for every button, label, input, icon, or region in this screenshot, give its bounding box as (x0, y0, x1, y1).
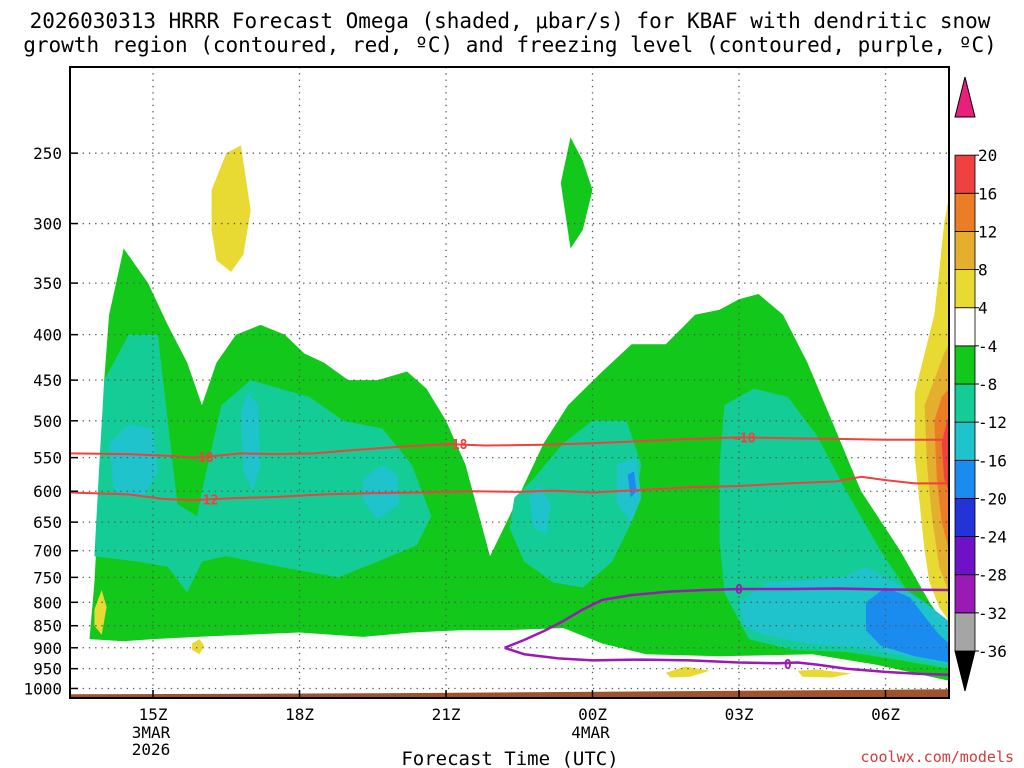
colorbar-swatch-13 (954, 154, 976, 194)
y-tick-label-700: 700 (33, 542, 62, 561)
omega-region-21 (941, 413, 949, 492)
y-tick-label-450: 450 (33, 371, 62, 390)
colorbar-swatch-1 (954, 612, 976, 652)
x-tick-sublabel-3-0: 4MAR (571, 723, 610, 742)
colorbar-label-0: -36 (978, 642, 1007, 661)
y-tick-label-350: 350 (33, 274, 62, 293)
dgz-contour-label-1-0: -12 (195, 493, 218, 508)
y-tick-label-750: 750 (33, 568, 62, 587)
colorbar-label-3: -24 (978, 528, 1007, 547)
colorbar-min-arrow (954, 650, 976, 692)
chart-title-line-1: 2026030313 HRRR Forecast Omega (shaded, … (30, 9, 991, 33)
x-axis-label: Forecast Time (UTC) (401, 748, 618, 768)
colorbar-swatch-2 (954, 574, 976, 614)
y-tick-label-1000: 1000 (23, 679, 62, 698)
y-axis: 250 300 350 400 450 500 550 600 650 700 750 800 850 9… (23, 144, 78, 698)
y-tick-label-400: 400 (33, 326, 62, 345)
colorbar-swatch-9 (954, 307, 976, 347)
y-tick-label-600: 600 (33, 482, 62, 501)
colorbar-label-10: 8 (978, 261, 988, 280)
y-tick-label-800: 800 (33, 593, 62, 612)
x-tick-label-5: 06Z (871, 705, 900, 724)
freezing-level-contours: 00 (504, 583, 949, 676)
plot-frame (69, 66, 950, 699)
y-tick-label-850: 850 (33, 617, 62, 636)
omega-shading (89, 137, 949, 681)
omega-region-3 (509, 420, 642, 588)
omega-region-12 (866, 587, 949, 663)
colorbar-label-5: -16 (978, 451, 1007, 470)
omega-region-16 (665, 666, 710, 678)
x-tick-label-2: 21Z (432, 705, 461, 724)
y-tick-label-950: 950 (33, 660, 62, 679)
ground-band (70, 689, 949, 698)
dgz-contour-label-0-0: -18 (190, 451, 214, 466)
colorbar-label-12: 16 (978, 184, 997, 203)
dgz-contour-label-0-1: -18 (444, 438, 468, 453)
colorbar-label-9: 4 (978, 299, 988, 318)
colorbar-label-1: -32 (978, 604, 1007, 623)
y-tick-label-300: 300 (33, 215, 62, 234)
x-tick-sublabel-0-0: 3MAR (132, 723, 171, 742)
omega-region-13 (211, 145, 251, 272)
dendritic-growth-contours: -18 -18 -18 -12 (70, 431, 949, 508)
x-tick-label-3: 00Z (578, 705, 607, 724)
colorbar-label-13: 20 (978, 146, 997, 165)
dgz-contour-line-0 (70, 436, 949, 459)
colorbar-label-7: -8 (978, 375, 997, 394)
omega-region-7 (363, 464, 400, 520)
ground-surface (70, 689, 949, 698)
colorbar-swatch-12 (954, 192, 976, 232)
colorbar-label-8: -4 (978, 337, 997, 356)
omega-region-1 (560, 137, 593, 249)
gridlines (70, 67, 949, 698)
colorbar-swatch-8 (954, 345, 976, 385)
colorbar-label-11: 12 (978, 222, 997, 241)
colorbar-swatch-4 (954, 498, 976, 537)
freezing-contour-line-1 (504, 646, 949, 676)
colorbar-swatch-7 (954, 383, 976, 423)
omega-region-15 (192, 639, 205, 655)
omega-region-6 (240, 392, 261, 492)
colorbar-swatch-3 (954, 536, 976, 576)
colorbar-label-2: -28 (978, 566, 1007, 585)
x-tick-sublabel-0-1: 2026 (132, 740, 171, 759)
x-tick-label-0: 15Z (139, 705, 168, 724)
dgz-contour-line-1 (70, 475, 949, 502)
freezing-contour-line-0 (504, 587, 949, 649)
y-tick-label-550: 550 (33, 449, 62, 468)
source-credit: coolwx.com/models (860, 748, 1014, 766)
omega-region-14 (94, 590, 107, 635)
y-tick-label-500: 500 (33, 412, 62, 431)
colorbar-max-arrow (954, 76, 976, 118)
colorbar-swatch-11 (954, 231, 976, 270)
dgz-contour-label-0-2: -18 (732, 431, 756, 446)
colorbar-swatch-5 (954, 459, 976, 499)
colorbar-label-6: -12 (978, 413, 1007, 432)
omega-region-5 (109, 424, 158, 498)
y-tick-label-900: 900 (33, 639, 62, 658)
y-tick-label-250: 250 (33, 144, 62, 163)
chart-title-line-2: growth region (contoured, red, ºC) and f… (23, 33, 997, 57)
freezing-contour-label-0-0: 0 (735, 583, 743, 598)
y-tick-label-650: 650 (33, 513, 62, 532)
x-tick-label-1: 18Z (285, 705, 314, 724)
omega-region-8 (529, 484, 551, 534)
colorbar-label-4: -20 (978, 489, 1007, 508)
freezing-contour-label-1-0: 0 (784, 658, 792, 673)
colorbar-legend: -36 -32 -28 -24 -20 -16 -12 -8 -4 4 8 12 16 20 (954, 76, 1007, 692)
colorbar-swatch-10 (954, 269, 976, 309)
colorbar-swatch-6 (954, 421, 976, 461)
omega-region-2 (94, 334, 432, 593)
omega-region-17 (797, 669, 852, 678)
x-tick-label-4: 03Z (725, 705, 754, 724)
plot-area: -18-18 -18-12 00 (70, 67, 949, 698)
